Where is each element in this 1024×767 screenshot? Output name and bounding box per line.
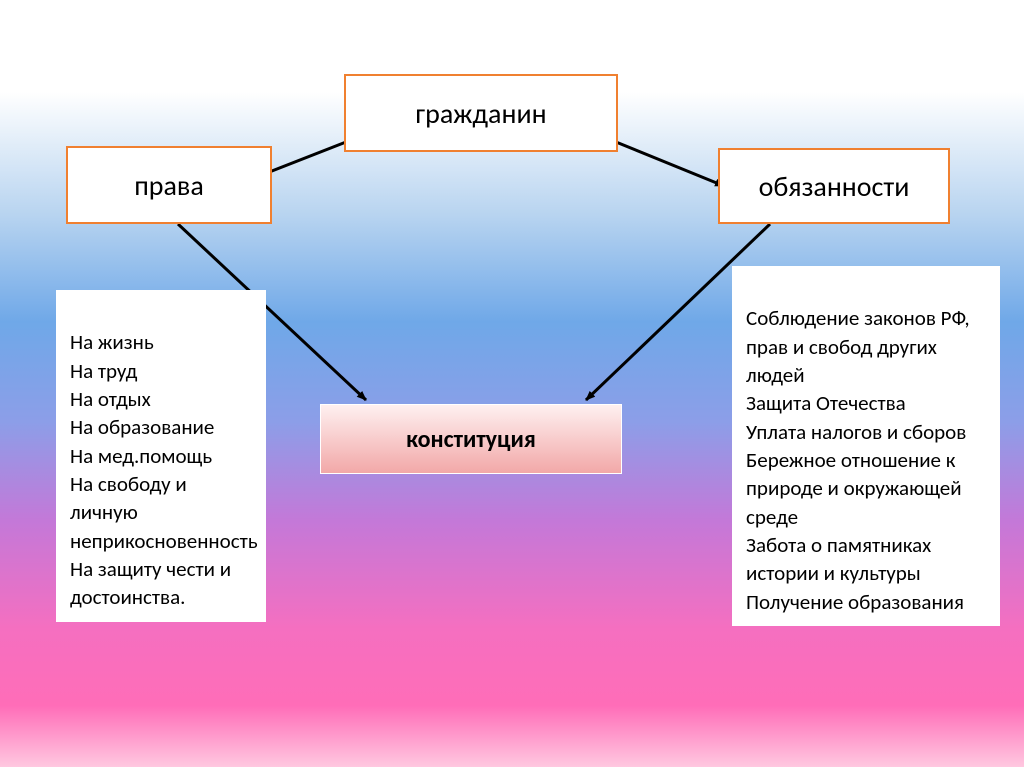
- duties-list-text: Соблюдение законов РФ, прав и свобод дру…: [746, 305, 970, 614]
- node-constitution-label: конституция: [406, 425, 536, 454]
- node-duties: обязанности: [718, 148, 950, 224]
- node-duties-label: обязанности: [759, 169, 910, 204]
- rights-list-text: На жизнь На труд На отдых На образование…: [70, 329, 258, 610]
- diagram-canvas: гражданин права обязанности конституция …: [0, 0, 1024, 767]
- node-citizen: гражданин: [344, 74, 618, 152]
- duties-list-block: Соблюдение законов РФ, прав и свобод дру…: [732, 266, 1000, 626]
- node-rights-label: права: [134, 168, 204, 203]
- rights-list-block: На жизнь На труд На отдых На образование…: [56, 290, 266, 622]
- node-rights: права: [66, 146, 272, 224]
- node-citizen-label: гражданин: [415, 96, 546, 131]
- edge-citizen-to-duties: [616, 142, 724, 186]
- node-constitution: конституция: [320, 404, 622, 474]
